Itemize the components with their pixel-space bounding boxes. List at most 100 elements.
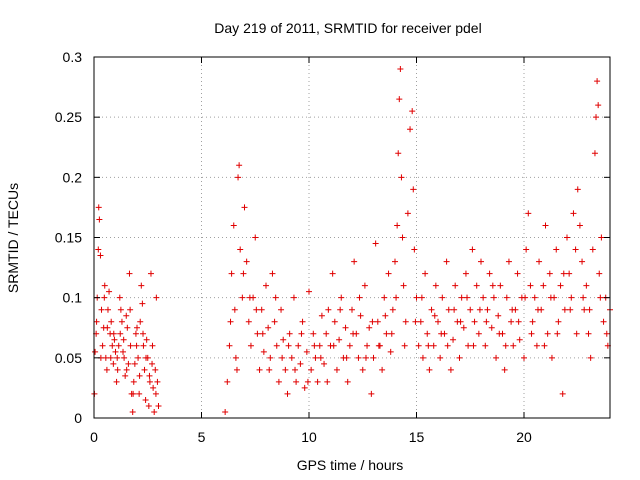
data-point [400,282,407,289]
y-tick-label: 0 [74,410,82,426]
data-point [259,330,266,337]
data-point [497,282,504,289]
data-point [141,366,148,373]
data-point [361,282,368,289]
data-point [126,270,133,277]
data-point [323,330,330,337]
data-point [484,306,491,313]
data-point [318,312,325,319]
data-point [467,306,474,313]
data-point [385,270,392,277]
data-point [292,366,299,373]
data-point [140,330,147,337]
data-point [503,294,510,301]
data-point [413,294,420,301]
y-tick-label: 0.15 [55,230,82,246]
x-tick-label: 10 [301,429,317,445]
data-point [415,342,422,349]
data-point [505,258,512,265]
data-point [536,258,543,265]
data-point [351,258,358,265]
data-point [457,318,464,325]
data-point [143,354,150,361]
data-point [496,330,503,337]
data-point [297,360,304,367]
data-point [397,66,404,73]
data-point [398,174,405,181]
data-point [471,318,478,325]
data-point [357,312,364,319]
data-point [404,210,411,217]
data-point [469,246,476,253]
data-point [127,306,134,313]
data-point [600,318,607,325]
data-point [470,342,477,349]
data-point [579,258,586,265]
data-point [516,336,523,343]
data-point [139,300,146,307]
data-point [275,378,282,385]
data-point [528,330,535,337]
data-point [435,318,441,325]
data-point [282,366,289,373]
data-point [227,318,234,325]
data-point [149,360,156,367]
data-point [331,318,338,325]
data-point [564,234,570,241]
data-point [464,294,471,301]
data-point [547,294,554,301]
data-point [424,330,431,337]
data-point [101,282,108,289]
data-point [521,354,527,361]
data-point [476,306,483,313]
data-point [553,246,560,253]
data-point [280,336,287,343]
data-point [228,270,235,277]
data-point [490,294,497,301]
data-point [295,342,302,349]
data-point [581,306,588,313]
data-point [567,306,574,313]
data-point [104,306,111,313]
data-point [460,324,467,331]
data-point [92,348,99,355]
data-point [271,318,278,325]
data-point [534,306,541,313]
data-point [444,342,451,349]
data-point [336,336,343,343]
data-point [369,318,376,325]
data-point [346,342,353,349]
data-point [245,318,252,325]
data-point [426,366,433,373]
data-point [155,402,162,409]
data-point [395,150,402,157]
data-point [113,378,120,385]
data-point [301,384,308,391]
data-point [329,270,336,277]
data-point [586,306,593,313]
data-point [146,378,153,385]
data-point [330,342,337,349]
data-point [508,318,515,325]
data-point [237,246,244,253]
data-point [123,366,130,373]
data-point [285,342,292,349]
data-point [381,294,388,301]
data-point [554,330,561,337]
data-point [428,306,435,313]
data-point [451,306,458,313]
data-point [95,204,102,211]
data-point [258,306,265,313]
data-point [254,330,261,337]
data-point [127,342,134,349]
data-point [379,366,386,373]
data-point [374,318,381,325]
data-point [142,396,149,403]
data-point [370,354,377,361]
data-point [134,324,140,331]
data-point [241,204,248,211]
data-point [146,372,153,379]
data-point [273,342,280,349]
data-point [452,282,459,289]
data-point [566,270,573,277]
